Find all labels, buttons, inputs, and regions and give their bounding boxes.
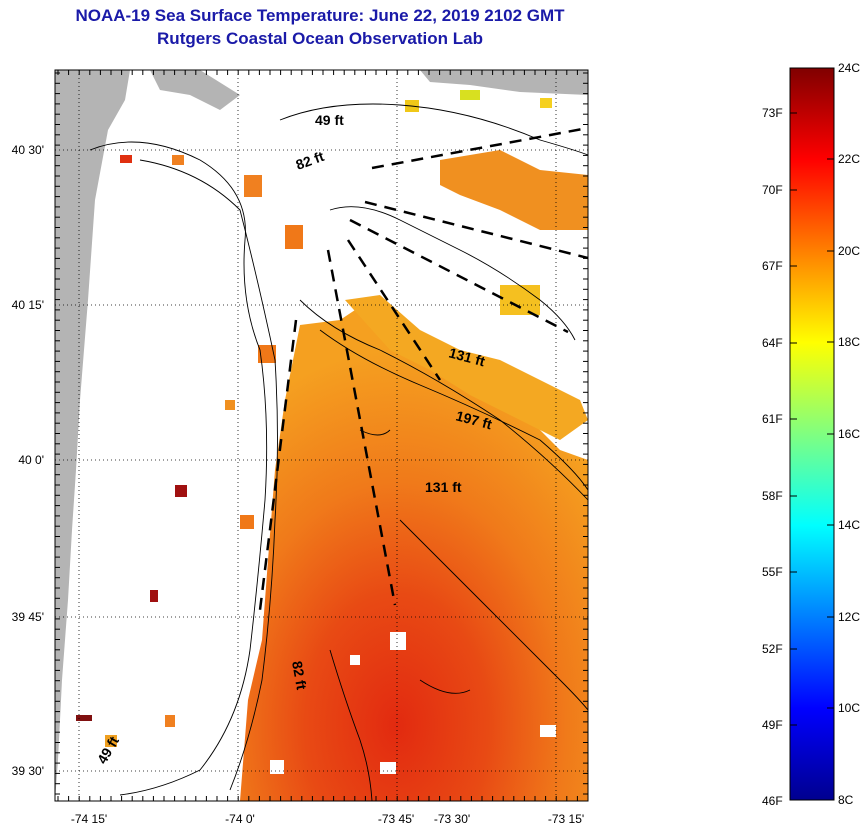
colorbar-c-label: 22C	[838, 152, 861, 166]
depth-contours	[89, 103, 588, 801]
land-north	[150, 70, 240, 110]
land-mass	[55, 70, 130, 801]
colorbar-c-label: 20C	[838, 244, 861, 258]
lon-tick-label: -74 0'	[225, 812, 255, 826]
colorbar-f-label: 67F	[762, 259, 783, 273]
colorbar-c-label: 10C	[838, 701, 861, 715]
colorbar-f-label: 52F	[762, 642, 783, 656]
colorbar-f-label: 55F	[762, 565, 783, 579]
lat-tick-label: 40 30'	[11, 143, 44, 157]
lat-tick-label: 40 0'	[18, 453, 44, 467]
land-east-cape	[420, 70, 588, 95]
colorbar-c-label: 8C	[838, 793, 854, 807]
colorbar-ticks	[790, 112, 834, 726]
sst-patch-ne	[440, 150, 588, 230]
colorbar-f-label: 64F	[762, 336, 783, 350]
lon-tick-label: -74 15'	[70, 812, 108, 826]
transect-lines	[258, 126, 588, 611]
lon-tick-label: -73 30'	[433, 812, 471, 826]
graticule	[55, 70, 588, 801]
chart-subtitle: Rutgers Coastal Ocean Observation Lab	[157, 29, 483, 48]
chart-title: NOAA-19 Sea Surface Temperature: June 22…	[75, 6, 565, 25]
colorbar-f-label: 58F	[762, 489, 783, 503]
frame-ticks	[55, 70, 588, 801]
map-content	[55, 70, 588, 801]
colorbar-c-label: 12C	[838, 610, 861, 624]
colorbar-c-label: 16C	[838, 427, 861, 441]
lat-tick-label: 39 30'	[11, 764, 44, 778]
colorbar-f-label: 73F	[762, 106, 783, 120]
colorbar-c-label: 14C	[838, 518, 861, 532]
map-frame	[54, 69, 589, 802]
sst-field	[240, 300, 588, 801]
lat-tick-label: 39 45'	[11, 610, 44, 624]
depth-label: 49 ft	[315, 112, 344, 128]
depth-label: 131 ft	[425, 479, 462, 495]
colorbar-f-label: 46F	[762, 794, 783, 808]
colorbar-c-label: 18C	[838, 335, 861, 349]
lat-tick-label: 40 15'	[11, 298, 44, 312]
lon-tick-label: -73 45'	[377, 812, 415, 826]
colorbar-f-label: 70F	[762, 183, 783, 197]
colorbar-c-label: 24C	[838, 61, 861, 75]
depth-label: 82 ft	[289, 660, 310, 691]
colorbar-f-label: 49F	[762, 718, 783, 732]
colorbar-f-label: 61F	[762, 412, 783, 426]
lon-tick-label: -73 15'	[547, 812, 585, 826]
sst-patch-east	[345, 295, 588, 440]
